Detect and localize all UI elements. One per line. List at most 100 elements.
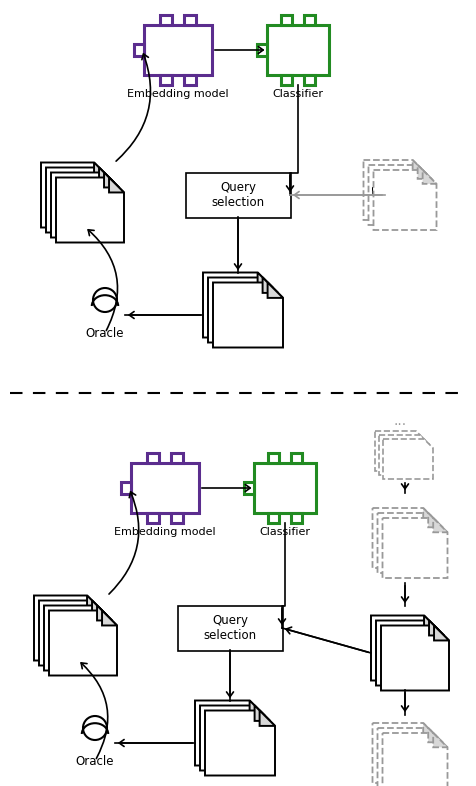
Bar: [304, 75, 315, 85]
Polygon shape: [423, 723, 437, 737]
Polygon shape: [423, 170, 436, 184]
Text: ...: ...: [394, 414, 407, 428]
Bar: [281, 15, 292, 25]
Text: Embedding model: Embedding model: [114, 527, 216, 537]
Polygon shape: [94, 163, 109, 178]
Polygon shape: [429, 620, 444, 635]
Polygon shape: [434, 626, 449, 641]
Polygon shape: [195, 700, 265, 766]
Bar: [178, 605, 282, 651]
Text: Labeled
data: Labeled data: [60, 191, 106, 219]
Text: Active
samples: Active samples: [221, 301, 270, 329]
Polygon shape: [433, 733, 447, 747]
Text: Future
session
data: Future session data: [389, 747, 431, 780]
Text: Labeled
data: Labeled data: [53, 624, 99, 652]
Bar: [290, 513, 301, 523]
Bar: [184, 15, 197, 25]
Polygon shape: [41, 163, 109, 227]
Polygon shape: [417, 165, 432, 179]
Polygon shape: [428, 513, 443, 527]
Polygon shape: [51, 172, 119, 237]
Polygon shape: [424, 615, 439, 630]
Polygon shape: [374, 170, 436, 230]
Polygon shape: [268, 282, 283, 298]
Polygon shape: [375, 431, 425, 471]
Bar: [171, 513, 183, 523]
Polygon shape: [377, 728, 443, 786]
Polygon shape: [263, 277, 278, 293]
Polygon shape: [205, 711, 275, 776]
Bar: [304, 15, 315, 25]
Polygon shape: [255, 706, 270, 721]
Bar: [268, 25, 328, 75]
Bar: [131, 463, 199, 513]
Polygon shape: [368, 165, 432, 225]
Polygon shape: [34, 596, 102, 660]
Polygon shape: [87, 596, 102, 611]
Polygon shape: [213, 282, 283, 347]
Polygon shape: [102, 611, 117, 626]
Bar: [268, 513, 279, 523]
Text: Classifier: Classifier: [259, 527, 310, 537]
Text: Embedding model: Embedding model: [127, 89, 229, 99]
Polygon shape: [377, 513, 443, 573]
Bar: [258, 45, 268, 56]
Polygon shape: [373, 723, 437, 783]
Bar: [268, 453, 279, 463]
Bar: [147, 453, 159, 463]
Polygon shape: [46, 167, 114, 233]
Polygon shape: [428, 728, 443, 742]
Circle shape: [83, 716, 107, 740]
Polygon shape: [373, 508, 437, 568]
Bar: [186, 172, 290, 218]
Polygon shape: [258, 273, 273, 288]
Polygon shape: [364, 160, 426, 220]
Text: Previous
session
data: Previous session data: [387, 534, 434, 567]
Polygon shape: [379, 435, 429, 475]
Bar: [184, 75, 197, 85]
Polygon shape: [109, 178, 124, 193]
Polygon shape: [97, 605, 112, 620]
Polygon shape: [423, 508, 437, 523]
Text: Query
selection: Query selection: [211, 181, 265, 209]
Bar: [134, 44, 144, 56]
Text: Oracle: Oracle: [76, 755, 114, 768]
Text: Classifier: Classifier: [272, 89, 324, 99]
Polygon shape: [376, 620, 444, 685]
Polygon shape: [381, 626, 449, 690]
Bar: [171, 453, 183, 463]
Text: Oracle: Oracle: [86, 327, 124, 340]
Bar: [244, 483, 254, 494]
Polygon shape: [259, 711, 275, 726]
Bar: [121, 482, 131, 494]
Polygon shape: [92, 601, 107, 615]
Polygon shape: [208, 277, 278, 343]
Bar: [144, 25, 212, 75]
Polygon shape: [203, 273, 273, 337]
Polygon shape: [383, 439, 433, 479]
Bar: [147, 513, 159, 523]
Polygon shape: [371, 615, 439, 681]
Polygon shape: [104, 172, 119, 187]
Polygon shape: [383, 518, 447, 578]
Polygon shape: [200, 706, 270, 770]
Text: Active
samples: Active samples: [213, 729, 263, 757]
Polygon shape: [39, 601, 107, 666]
Text: Query
selection: Query selection: [203, 614, 257, 642]
Bar: [281, 75, 292, 85]
Polygon shape: [44, 605, 112, 670]
Circle shape: [93, 288, 117, 312]
Bar: [290, 453, 301, 463]
Text: Current
session
data: Current session data: [387, 637, 432, 680]
Polygon shape: [413, 160, 426, 174]
Polygon shape: [99, 167, 114, 182]
Bar: [159, 15, 172, 25]
Bar: [254, 463, 316, 513]
Polygon shape: [249, 700, 265, 716]
Polygon shape: [49, 611, 117, 675]
Polygon shape: [383, 733, 447, 786]
Text: Unlabeled
data: Unlabeled data: [371, 186, 431, 214]
Polygon shape: [433, 518, 447, 532]
Polygon shape: [56, 178, 124, 243]
Bar: [159, 75, 172, 85]
